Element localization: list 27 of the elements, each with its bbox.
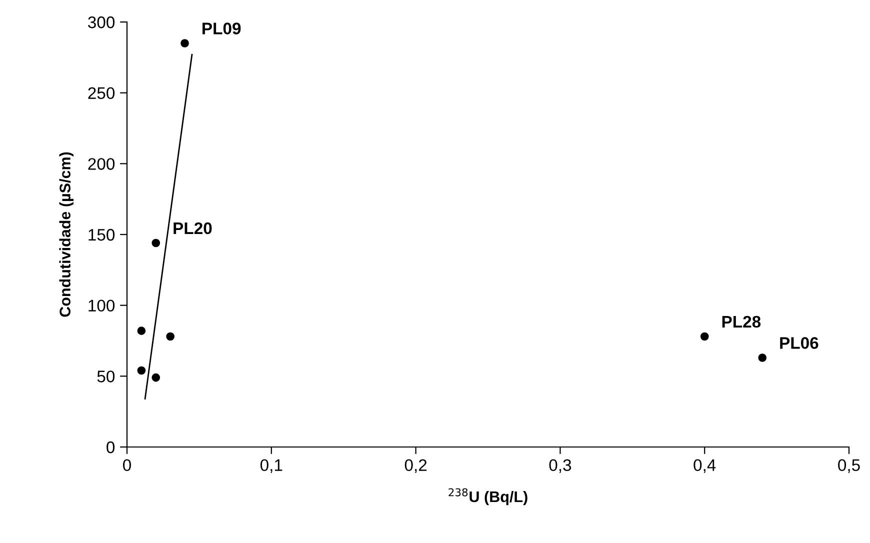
y-tick-label: 100 bbox=[88, 300, 115, 312]
annotation: PL28 bbox=[722, 316, 761, 328]
point bbox=[152, 238, 160, 248]
y-tick-label: 50 bbox=[97, 370, 115, 382]
y-tick-label: 200 bbox=[88, 158, 115, 170]
y-tick-label: 0 bbox=[106, 441, 115, 454]
point bbox=[137, 366, 146, 375]
point bbox=[700, 332, 709, 341]
point bbox=[137, 326, 146, 335]
x-axis-title: $^{238}$U (Bq/L) bbox=[448, 488, 528, 506]
x-tick-label: 0,3 bbox=[549, 459, 572, 474]
x-tick-label: 0,1 bbox=[260, 459, 282, 474]
point bbox=[166, 332, 174, 341]
x-tick-label: 0,5 bbox=[838, 459, 860, 474]
y-tick-label: 150 bbox=[88, 228, 115, 241]
x-tick-label: 0,2 bbox=[404, 459, 427, 474]
y-axis-title: Condutividade (µS/cm) bbox=[59, 152, 74, 317]
y-tick-label: 300 bbox=[88, 16, 115, 28]
y-tick-label: 250 bbox=[88, 87, 115, 100]
x-tick-label: 0,4 bbox=[694, 459, 716, 474]
point bbox=[758, 354, 767, 362]
annotation: PL06 bbox=[780, 337, 818, 349]
point bbox=[180, 39, 189, 48]
annotation: PL20 bbox=[174, 222, 212, 234]
point bbox=[152, 373, 160, 382]
x-tick-label: 0 bbox=[123, 459, 131, 472]
annotation: PL09 bbox=[202, 22, 241, 34]
